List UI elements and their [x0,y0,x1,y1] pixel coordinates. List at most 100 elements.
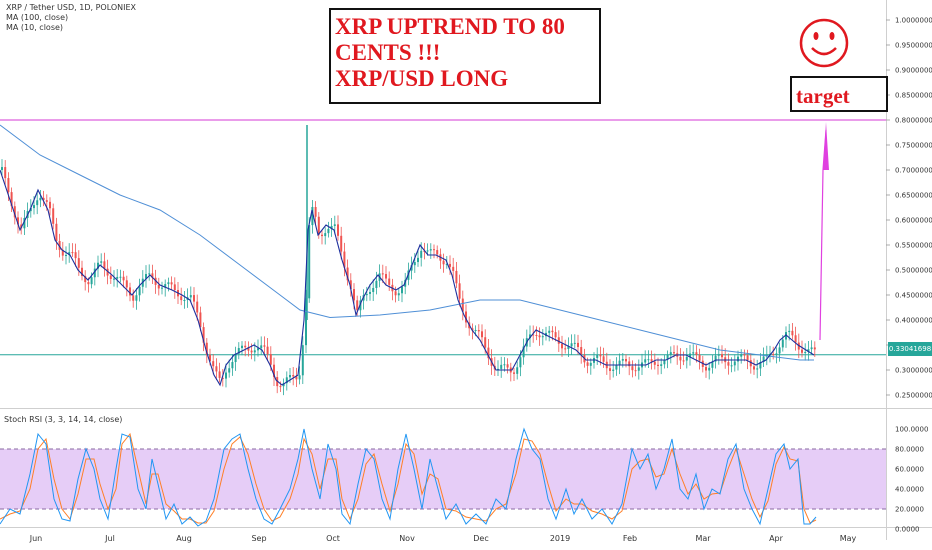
candle-body [225,372,227,379]
candle-body [90,277,93,285]
candle-body [775,353,778,355]
candle-body [317,216,320,235]
candle-body [801,349,803,353]
candle-body [55,223,58,241]
candle-body [791,330,794,336]
candle-body [506,364,509,368]
candle-body [116,276,119,279]
candle-body [727,362,730,366]
candle-body [23,217,26,229]
candle-body [669,352,672,356]
candle-body [714,355,717,362]
candle-body [305,298,307,346]
candle-body [685,356,688,361]
x-tick-label: Mar [695,534,711,543]
candle-body [413,262,416,266]
candle-body [397,293,400,296]
candle-body [394,291,397,296]
candle-body [132,295,135,301]
candle-body [772,353,775,355]
candle-body [279,386,282,388]
candle-body [157,284,160,289]
candle-body [474,330,477,332]
candle-body [237,348,240,354]
candle-body [250,350,253,353]
candle-body [244,345,247,348]
candle-body [269,354,272,365]
candle-body [138,286,141,296]
candle-body [71,252,74,254]
candle-body [228,368,231,373]
candle-body [52,208,55,224]
symbol-title: XRP / Tether USD, 1D, POLONIEX [6,3,137,12]
candle-body [660,364,663,366]
y-tick-label: 0.25000000 [895,392,932,400]
candle-body [61,249,64,256]
candle-body [205,342,208,355]
candle-body [561,343,563,349]
candle-body [522,346,525,358]
candle-body [84,276,87,283]
candle-body [433,249,435,251]
candle-body [212,361,215,367]
candle-body [346,267,349,281]
candle-body [365,293,368,296]
candle-body [519,357,522,368]
candles [1,159,816,396]
candle-body [45,200,48,202]
candle-body [247,347,250,351]
candle-body [621,359,624,361]
candle-body [740,354,743,357]
candle-body [10,192,13,207]
candle-body [36,200,39,206]
x-tick-label: Oct [326,534,340,543]
candle-body [33,205,35,209]
candle-body [785,332,787,340]
stoch-y-tick-label: 100.0000 [895,426,928,434]
candle-body [327,228,330,234]
candle-body [151,273,154,278]
candle-body [119,276,122,278]
candle-body [471,328,474,331]
candle-body [369,291,371,294]
candle-body [647,359,650,361]
candle-body [388,278,391,285]
candle-body [13,206,16,218]
candle-body [666,355,669,360]
candle-body [500,364,503,369]
candle-body [113,278,115,280]
current-price-label: 0.33041698 [888,342,932,356]
candle-body [570,343,573,347]
candle-body [628,361,631,367]
candle-body [122,276,125,281]
candle-body [420,250,423,258]
candle-body [209,354,211,362]
candle-body [589,362,592,366]
candle-body [4,167,7,179]
candle-body [58,240,61,250]
x-tick-label: Sep [251,534,266,543]
candle-body [458,283,461,299]
candle-body [199,312,202,328]
candle-body [484,337,487,348]
candle-body [695,352,698,355]
candle-body [135,295,138,301]
candle-body [257,348,259,351]
target-label: target [796,84,850,108]
candle-body [81,267,83,277]
candle-body [109,275,112,279]
candle-body [644,359,647,363]
candle-body [381,273,384,275]
candle-body [554,332,557,338]
smiley-left-eye [813,32,819,40]
smiley-icon [799,18,849,68]
candle-body [161,287,163,289]
candle-body [349,280,352,290]
